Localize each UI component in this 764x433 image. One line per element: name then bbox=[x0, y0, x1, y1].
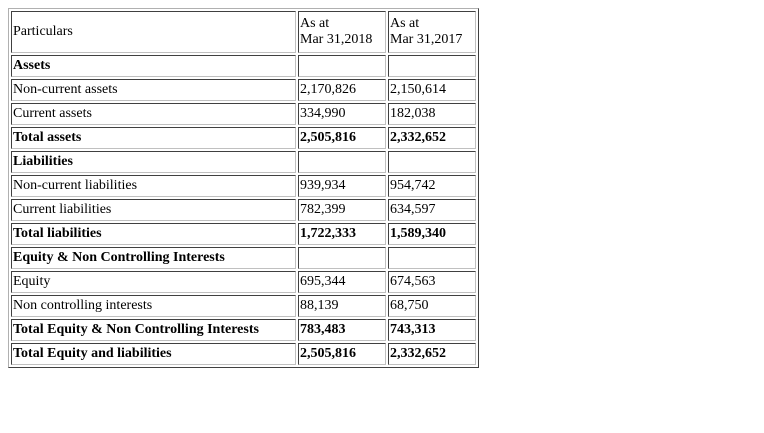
row-value-2017 bbox=[388, 55, 476, 77]
row-value-2018: 1,722,333 bbox=[298, 223, 386, 245]
table-row: Total Equity & Non Controlling Interests… bbox=[11, 319, 476, 341]
row-value-2018: 695,344 bbox=[298, 271, 386, 293]
balance-sheet-table: Particulars As at Mar 31,2018 As at Mar … bbox=[8, 8, 479, 368]
table-row: Total Equity and liabilities 2,505,816 2,3… bbox=[11, 343, 476, 365]
table-row: Total liabilities 1,722,333 1,589,340 bbox=[11, 223, 476, 245]
header-2018: As at Mar 31,2018 bbox=[298, 11, 386, 53]
row-value-2017: 68,750 bbox=[388, 295, 476, 317]
row-value-2017: 2,150,614 bbox=[388, 79, 476, 101]
row-label: Total Equity & Non Controlling Interests bbox=[11, 319, 296, 341]
header-2017: As at Mar 31,2017 bbox=[388, 11, 476, 53]
row-value-2017: 743,313 bbox=[388, 319, 476, 341]
table-row: Equity 695,344 674,563 bbox=[11, 271, 476, 293]
row-value-2017: 1,589,340 bbox=[388, 223, 476, 245]
table-row: Assets bbox=[11, 55, 476, 77]
table-row: Non controlling interests 88,139 68,750 bbox=[11, 295, 476, 317]
row-label: Current liabilities bbox=[11, 199, 296, 221]
row-value-2018: 939,934 bbox=[298, 175, 386, 197]
row-value-2018 bbox=[298, 247, 386, 269]
row-value-2017: 634,597 bbox=[388, 199, 476, 221]
header-particulars: Particulars bbox=[11, 11, 296, 53]
row-value-2018: 2,505,816 bbox=[298, 127, 386, 149]
row-label: Total liabilities bbox=[11, 223, 296, 245]
row-label: Non-current assets bbox=[11, 79, 296, 101]
balance-sheet-body: Particulars As at Mar 31,2018 As at Mar … bbox=[11, 11, 476, 365]
table-row: Non-current assets 2,170,826 2,150,614 bbox=[11, 79, 476, 101]
row-label: Non-current liabilities bbox=[11, 175, 296, 197]
row-value-2018: 334,990 bbox=[298, 103, 386, 125]
row-value-2018: 2,170,826 bbox=[298, 79, 386, 101]
header-particulars-label: Particulars bbox=[13, 24, 73, 39]
row-label: Current assets bbox=[11, 103, 296, 125]
row-label: Non controlling interests bbox=[11, 295, 296, 317]
row-value-2017: 954,742 bbox=[388, 175, 476, 197]
row-label: Assets bbox=[11, 55, 296, 77]
table-row: Non-current liabilities 939,934 954,742 bbox=[11, 175, 476, 197]
table-row: Current assets 334,990 182,038 bbox=[11, 103, 476, 125]
row-label: Total Equity and liabilities bbox=[11, 343, 296, 365]
row-label: Equity & Non Controlling Interests bbox=[11, 247, 296, 269]
row-value-2017 bbox=[388, 247, 476, 269]
table-row: Equity & Non Controlling Interests bbox=[11, 247, 476, 269]
table-row: Liabilities bbox=[11, 151, 476, 173]
table-header-row: Particulars As at Mar 31,2018 As at Mar … bbox=[11, 11, 476, 53]
row-label: Liabilities bbox=[11, 151, 296, 173]
row-value-2017: 182,038 bbox=[388, 103, 476, 125]
row-value-2017 bbox=[388, 151, 476, 173]
row-value-2018 bbox=[298, 151, 386, 173]
table-row: Total assets 2,505,816 2,332,652 bbox=[11, 127, 476, 149]
row-value-2018: 88,139 bbox=[298, 295, 386, 317]
header-2018-line1: As at bbox=[300, 16, 330, 31]
row-value-2018: 783,483 bbox=[298, 319, 386, 341]
header-2018-line2: Mar 31,2018 bbox=[300, 32, 373, 47]
row-value-2017: 674,563 bbox=[388, 271, 476, 293]
row-value-2017: 2,332,652 bbox=[388, 127, 476, 149]
row-value-2017: 2,332,652 bbox=[388, 343, 476, 365]
header-2017-line2: Mar 31,2017 bbox=[390, 32, 463, 47]
header-2017-line1: As at bbox=[390, 16, 420, 31]
row-value-2018 bbox=[298, 55, 386, 77]
row-label: Total assets bbox=[11, 127, 296, 149]
table-row: Current liabilities 782,399 634,597 bbox=[11, 199, 476, 221]
row-value-2018: 782,399 bbox=[298, 199, 386, 221]
row-label: Equity bbox=[11, 271, 296, 293]
row-value-2018: 2,505,816 bbox=[298, 343, 386, 365]
